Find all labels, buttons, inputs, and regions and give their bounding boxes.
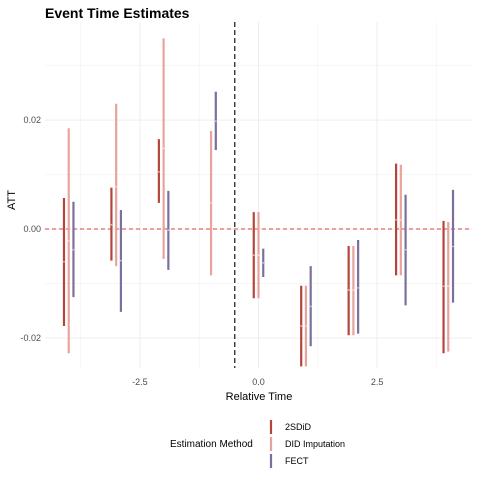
point-estimate — [72, 248, 75, 251]
point-estimate — [67, 240, 70, 242]
point-estimate — [347, 289, 350, 291]
legend-label: FECT — [285, 456, 309, 466]
point-estimate — [252, 254, 255, 257]
y-tick-label: 0.00 — [23, 224, 41, 234]
point-estimate — [357, 287, 360, 289]
point-estimate — [63, 260, 65, 263]
point-estimate — [162, 147, 165, 150]
point-estimate — [395, 218, 397, 221]
point-estimate — [167, 229, 170, 232]
legend-title: Estimation Method — [170, 439, 253, 450]
point-estimate — [262, 261, 265, 264]
point-estimate — [399, 218, 402, 221]
x-tick-label: -2.5 — [132, 377, 148, 387]
legend-label: 2SDiD — [285, 422, 312, 432]
point-estimate — [300, 325, 303, 327]
series-did-imputation — [67, 38, 450, 367]
error-bars — [62, 38, 455, 367]
legend: Estimation Method 2SDiD DID Imputation FEC… — [170, 420, 345, 468]
point-estimate — [305, 325, 307, 327]
x-tick-labels: -2.5 0.0 2.5 — [132, 377, 383, 387]
y-axis-label: ATT — [6, 190, 18, 210]
point-estimate — [352, 289, 355, 291]
point-estimate — [110, 223, 113, 226]
point-estimate — [442, 285, 445, 288]
y-tick-labels: -0.02 0.00 0.02 — [20, 115, 41, 343]
x-axis-label: Relative Time — [226, 391, 293, 403]
point-estimate — [309, 305, 312, 308]
point-estimate — [115, 185, 118, 188]
point-estimate — [404, 248, 407, 251]
y-tick-label: -0.02 — [20, 333, 41, 343]
point-estimate — [210, 202, 212, 204]
point-estimate — [452, 245, 454, 248]
series-fect — [72, 91, 455, 347]
x-tick-label: 2.5 — [371, 377, 384, 387]
point-estimate — [157, 170, 160, 173]
point-estimate — [214, 120, 217, 123]
x-tick-label: 0.0 — [252, 377, 265, 387]
series-2sdid — [62, 139, 445, 367]
point-estimate — [120, 259, 122, 262]
y-tick-label: 0.02 — [23, 115, 41, 125]
point-estimate — [257, 254, 260, 257]
legend-label: DID Imputation — [285, 439, 345, 449]
chart-title: Event Time Estimates — [45, 5, 190, 21]
point-estimate — [447, 285, 450, 288]
